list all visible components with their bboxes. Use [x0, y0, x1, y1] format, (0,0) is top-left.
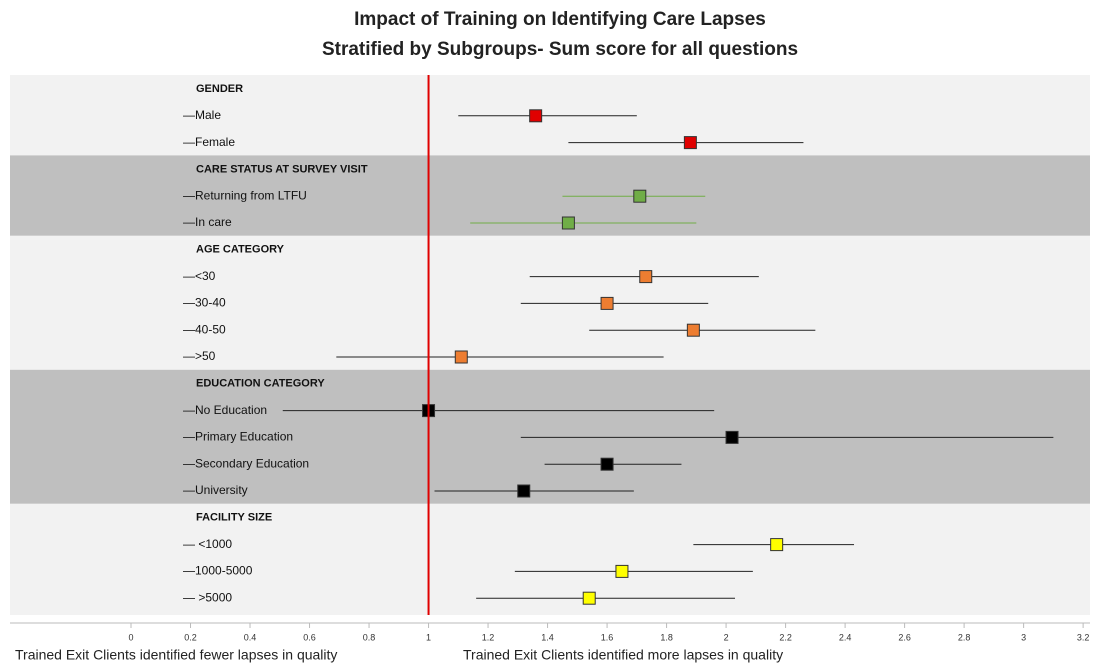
row-label: —40-50 — [183, 322, 226, 336]
row-label: — >5000 — [183, 590, 232, 604]
row-label: —Female — [183, 135, 235, 149]
point — [686, 323, 700, 337]
point — [517, 484, 531, 498]
group-header: FACILITY SIZE — [196, 512, 272, 524]
x-tick-label: 0 — [129, 632, 134, 642]
x-tick-label: 3.2 — [1077, 632, 1090, 642]
row-label: —Male — [183, 108, 221, 122]
point — [770, 538, 784, 552]
x-tick-label: 2.8 — [958, 632, 971, 642]
group-header: GENDER — [196, 83, 243, 95]
point — [683, 136, 697, 150]
point — [639, 270, 653, 284]
group-band — [10, 75, 1090, 156]
x-tick-label: 1.8 — [660, 632, 673, 642]
x-tick-label: 0.6 — [303, 632, 316, 642]
row-label: —>50 — [183, 349, 216, 363]
row-label: —1000-5000 — [183, 564, 253, 578]
point — [561, 216, 575, 230]
x-tick-label: 0.8 — [363, 632, 376, 642]
point — [633, 189, 647, 203]
x-tick-label: 2.6 — [898, 632, 911, 642]
x-tick-label: 2.2 — [779, 632, 792, 642]
row-label: —Returning from LTFU — [183, 188, 307, 202]
x-tick-label: 0.2 — [184, 632, 197, 642]
annotation: Trained Exit Clients identified more lap… — [463, 647, 783, 663]
group-band — [10, 503, 1090, 615]
point — [725, 430, 739, 444]
group-band — [10, 369, 1090, 504]
group-header: AGE CATEGORY — [196, 244, 285, 256]
row-label: —In care — [183, 215, 232, 229]
point — [454, 350, 468, 364]
chart-title: Impact of Training on Identifying Care L… — [354, 9, 766, 30]
x-tick-label: 1.6 — [601, 632, 614, 642]
row-label: —Secondary Education — [183, 456, 309, 470]
row-label: —30-40 — [183, 296, 226, 310]
point — [529, 109, 543, 123]
chart-subtitle: Stratified by Subgroups- Sum score for a… — [322, 39, 798, 60]
point — [600, 457, 614, 471]
x-tick-label: 1 — [426, 632, 431, 642]
row-label: —No Education — [183, 403, 267, 417]
row-label: — <1000 — [183, 537, 232, 551]
group-band — [10, 235, 1090, 370]
point — [600, 296, 614, 310]
row-label: —University — [183, 483, 248, 497]
row-label: —<30 — [183, 269, 216, 283]
row-label: —Primary Education — [183, 430, 293, 444]
group-header: EDUCATION CATEGORY — [196, 378, 325, 390]
x-tick-label: 2 — [724, 632, 729, 642]
x-tick-label: 1.4 — [541, 632, 554, 642]
group-band — [10, 155, 1090, 236]
x-tick-label: 0.4 — [244, 632, 257, 642]
x-tick-label: 2.4 — [839, 632, 852, 642]
x-tick-label: 1.2 — [482, 632, 495, 642]
x-tick-label: 3 — [1021, 632, 1026, 642]
point — [615, 564, 629, 578]
annotation: Trained Exit Clients identified fewer la… — [15, 647, 337, 663]
group-header: CARE STATUS AT SURVEY VISIT — [196, 163, 368, 175]
point — [582, 591, 596, 605]
